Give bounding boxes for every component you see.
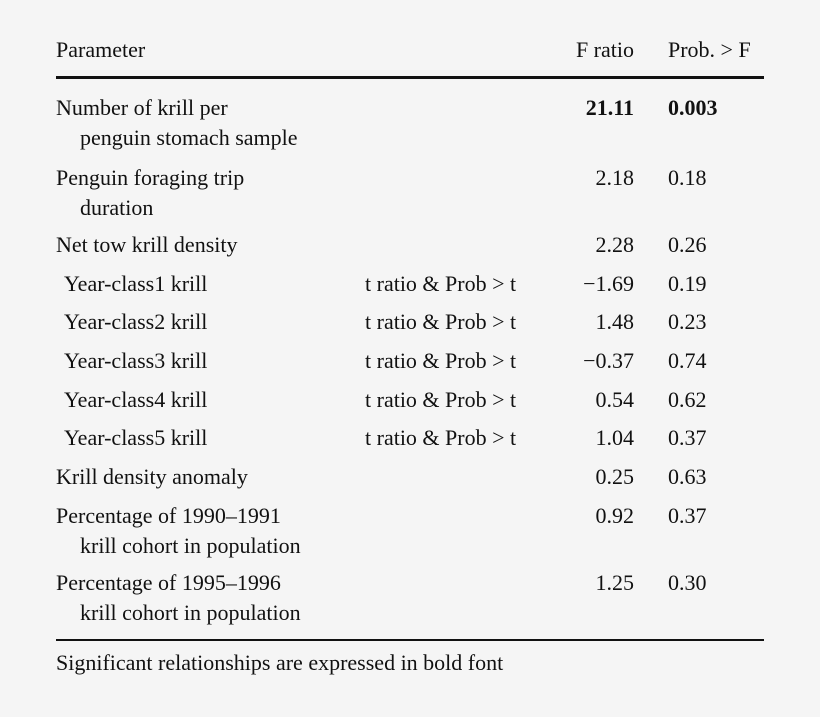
- parameter-line1: Net tow krill density: [56, 232, 238, 257]
- row-test: t ratio & Prob > t: [365, 387, 517, 412]
- row-prob: 0.003: [668, 95, 718, 120]
- row-parameter: Percentage of 1995–1996 krill cohort in p…: [56, 568, 301, 628]
- row-f-ratio: 2.18: [595, 165, 635, 190]
- row-f-ratio: 0.92: [595, 503, 635, 528]
- header-f-ratio: F ratio: [575, 37, 634, 62]
- row-parameter: Year-class5 krill: [64, 423, 207, 453]
- row-prob: 0.30: [668, 570, 707, 595]
- row-parameter: Number of krill per penguin stomach sampl…: [56, 93, 298, 153]
- row-test: t ratio & Prob > t: [365, 309, 517, 334]
- row-prob: 0.37: [668, 503, 707, 528]
- parameter-line2: penguin stomach sample: [80, 125, 298, 150]
- parameter-line1: Penguin foraging trip: [56, 165, 245, 190]
- row-test: t ratio & Prob > t: [365, 425, 517, 450]
- parameter-line1: Percentage of 1995–1996: [56, 570, 281, 595]
- row-prob: 0.63: [668, 464, 707, 489]
- row-f-ratio: −0.37: [583, 348, 634, 373]
- parameter-line1: Year-class3 krill: [64, 348, 208, 373]
- row-prob: 0.18: [668, 165, 707, 190]
- row-f-ratio: −1.69: [583, 271, 634, 296]
- parameter-line2: krill cohort in population: [80, 600, 301, 625]
- row-prob: 0.23: [668, 309, 707, 334]
- header-prob: Prob. > F: [668, 37, 751, 62]
- row-parameter: Year-class3 krill: [64, 346, 207, 376]
- row-f-ratio: 1.48: [595, 309, 635, 334]
- row-parameter: Krill density anomaly: [56, 462, 248, 492]
- parameter-line1: Year-class1 krill: [64, 271, 208, 296]
- row-test: t ratio & Prob > t: [365, 271, 517, 296]
- row-parameter: Year-class2 krill: [64, 307, 207, 337]
- row-parameter: Year-class4 krill: [64, 385, 207, 415]
- row-prob: 0.62: [668, 387, 707, 412]
- row-prob: 0.37: [668, 425, 707, 450]
- row-prob: 0.19: [668, 271, 707, 296]
- parameter-line1: Number of krill per: [56, 95, 228, 120]
- parameter-line2: duration: [80, 195, 154, 220]
- header-parameter: Parameter: [56, 37, 146, 62]
- row-prob: 0.26: [668, 232, 707, 257]
- row-f-ratio: 1.04: [595, 425, 635, 450]
- parameter-line1: Year-class2 krill: [64, 309, 208, 334]
- bottom-rule: [56, 639, 764, 641]
- parameter-line2: krill cohort in population: [80, 533, 301, 558]
- parameter-line1: Percentage of 1990–1991: [56, 503, 281, 528]
- row-parameter: Year-class1 krill: [64, 269, 207, 299]
- row-parameter: Net tow krill density: [56, 230, 237, 260]
- row-test: t ratio & Prob > t: [365, 348, 517, 373]
- parameter-line1: Krill density anomaly: [56, 464, 248, 489]
- row-f-ratio: 0.54: [595, 387, 635, 412]
- footnote: Significant relationships are expressed …: [56, 650, 504, 675]
- parameter-line1: Year-class5 krill: [64, 425, 208, 450]
- row-parameter: Percentage of 1990–1991 krill cohort in p…: [56, 501, 301, 561]
- row-f-ratio: 2.28: [595, 232, 635, 257]
- row-f-ratio: 21.11: [585, 95, 634, 120]
- parameter-line1: Year-class4 krill: [64, 387, 208, 412]
- row-parameter: Penguin foraging trip duration: [56, 163, 244, 223]
- row-prob: 0.74: [668, 348, 707, 373]
- row-f-ratio: 1.25: [595, 570, 635, 595]
- row-f-ratio: 0.25: [595, 464, 635, 489]
- header-rule: [56, 76, 764, 79]
